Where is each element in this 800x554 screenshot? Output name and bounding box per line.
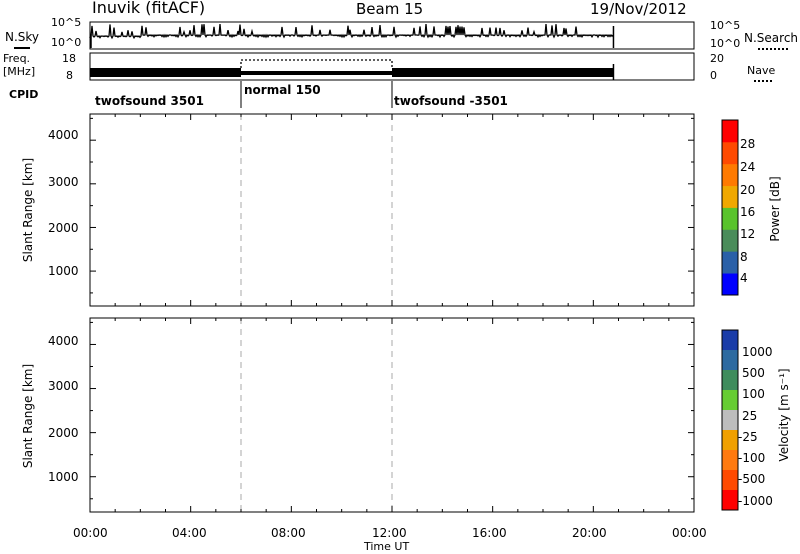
station-title: Inuvik (fitACF) (92, 0, 206, 17)
freq-label-2: [MHz] (3, 65, 36, 78)
noise-search-label: N.Search (744, 31, 799, 45)
cpid-segment-2: normal 150 (244, 83, 321, 97)
noise-tick-top: 10^5 (51, 16, 82, 29)
freq-band-3 (392, 68, 614, 77)
freq-band-1 (90, 68, 241, 77)
date-label: 19/Nov/2012 (590, 0, 687, 18)
freq-tick-bottom: 8 (66, 69, 73, 82)
nave-legend-dots (754, 80, 772, 82)
freq-band-2 (241, 71, 392, 75)
beam-label: Beam 15 (356, 0, 424, 18)
cpid-segment-3: twofsound -3501 (394, 94, 508, 108)
noise-tick-bottom: 10^0 (51, 36, 82, 49)
noise-sky-legend-line (14, 47, 30, 49)
noise-sky-trace (89, 23, 614, 40)
cpid-label: CPID (9, 88, 39, 101)
cpid-segment-1: twofsound 3501 (95, 94, 204, 108)
nave-tick-bottom: 0 (710, 69, 717, 82)
noise-search-legend-dots (758, 48, 788, 50)
freq-tick-top: 18 (62, 52, 76, 65)
noise-right-tick-top: 10^5 (710, 19, 741, 32)
noise-right-tick-bottom: 10^0 (710, 37, 741, 50)
freq-label-1: Freq. (3, 52, 31, 65)
nave-label: Nave (747, 64, 776, 77)
noise-panel-frame (89, 21, 695, 50)
noise-sky-label: N.Sky (5, 30, 40, 44)
nave-tick-top: 20 (710, 52, 724, 65)
freq-panel-frame (89, 52, 695, 81)
nave-trace (240, 59, 393, 68)
